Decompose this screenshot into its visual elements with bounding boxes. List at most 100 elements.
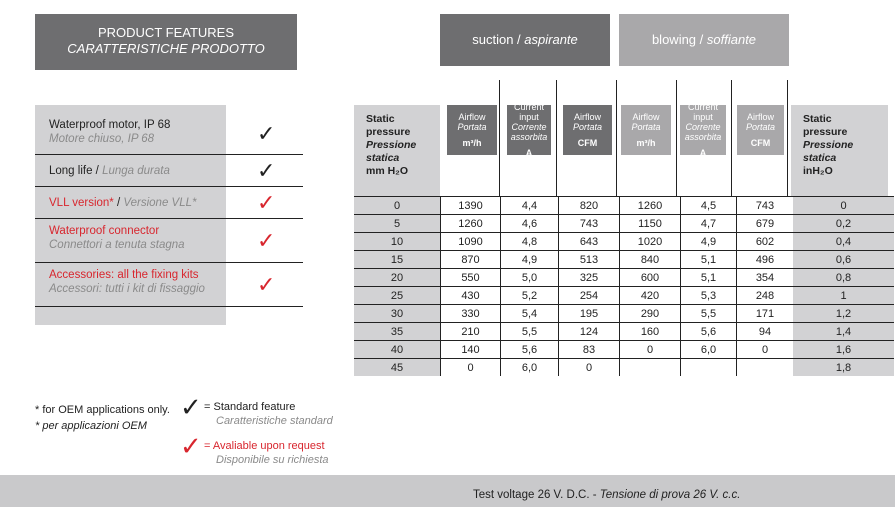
table-cell: 643 — [558, 232, 620, 251]
blowing-header: blowing / soffiante — [619, 14, 789, 66]
column-header-current: Current input Corrente assorbita A — [680, 102, 726, 158]
table-cell: 1,8 — [793, 358, 894, 376]
feature-item: Waterproof motor, IP 68 Motore chiuso, IP… — [35, 113, 303, 155]
table-cell: 5 — [354, 214, 441, 233]
table-cell: 160 — [619, 322, 681, 341]
table-cell: 550 — [440, 268, 501, 287]
footer: Test voltage 26 V. D.C. - Tensione di pr… — [0, 475, 895, 507]
table-row: 15 870 4,9 513 840 5,1 496 0,6 — [354, 250, 894, 269]
table-cell: 820 — [558, 196, 620, 215]
table-cell: 45 — [354, 358, 441, 376]
table-cell: 0 — [736, 340, 793, 359]
table-row: 5 1260 4,6 743 1150 4,7 679 0,2 — [354, 214, 894, 233]
table-cell: 1090 — [440, 232, 501, 251]
column-divider — [499, 80, 500, 197]
table-cell: 840 — [619, 250, 681, 269]
table-cell — [680, 358, 737, 376]
table-cell: 0 — [440, 358, 501, 376]
table-cell: 325 — [558, 268, 620, 287]
table-cell: 4,8 — [500, 232, 559, 251]
table-cell: 5,6 — [500, 340, 559, 359]
table-cell: 124 — [558, 322, 620, 341]
column-divider — [787, 80, 788, 197]
feature-item: VLL version* / Versione VLL* ✓ — [35, 187, 303, 219]
check-icon: ✓ — [257, 272, 276, 297]
table-cell: 6,0 — [500, 358, 559, 376]
table-cell: 4,6 — [500, 214, 559, 233]
table-row: 40 140 5,6 83 0 6,0 0 1,6 — [354, 340, 894, 359]
check-icon: ✓ — [257, 121, 276, 146]
table-cell: 25 — [354, 286, 441, 305]
table-cell: 254 — [558, 286, 620, 305]
table-cell: 600 — [619, 268, 681, 287]
table-cell: 1,6 — [793, 340, 894, 359]
column-header-airflow_m3h: Airflow Portata m³/h — [621, 105, 671, 155]
table-row: 35 210 5,5 124 160 5,6 94 1,4 — [354, 322, 894, 341]
table-cell: 420 — [619, 286, 681, 305]
column-divider — [556, 80, 557, 197]
table-cell: 1260 — [619, 196, 681, 215]
table-cell: 0 — [793, 196, 894, 215]
table-cell: 5,2 — [500, 286, 559, 305]
suction-header: suction / aspirante — [440, 14, 610, 66]
check-icon: ✓ — [257, 158, 276, 183]
table-row: 20 550 5,0 325 600 5,1 354 0,8 — [354, 268, 894, 287]
feature-item: Accessories: all the fixing kits Accessor… — [35, 263, 303, 307]
features-header: PRODUCT FEATURES CARATTERISTICHE PRODOTT… — [35, 14, 297, 70]
table-cell: 496 — [736, 250, 793, 269]
table-cell: 171 — [736, 304, 793, 323]
table-cell: 1150 — [619, 214, 681, 233]
features-title: PRODUCT FEATURES — [97, 25, 235, 40]
table-row: 25 430 5,2 254 420 5,3 248 1 — [354, 286, 894, 305]
table-cell: 0,6 — [793, 250, 894, 269]
table-cell: 83 — [558, 340, 620, 359]
table-cell: 1020 — [619, 232, 681, 251]
table-cell: 1,4 — [793, 322, 894, 341]
column-divider — [676, 80, 677, 197]
table-row: 30 330 5,4 195 290 5,5 171 1,2 — [354, 304, 894, 323]
table-cell: 94 — [736, 322, 793, 341]
table-cell: 743 — [558, 214, 620, 233]
table-cell: 5,3 — [680, 286, 737, 305]
performance-table: 0 1390 4,4 820 1260 4,5 743 0 5 1260 4,6 743 1150 4,7… — [354, 196, 894, 376]
oem-note: * for OEM applications only. * per appli… — [35, 404, 170, 432]
table-cell: 0,2 — [793, 214, 894, 233]
table-cell: 6,0 — [680, 340, 737, 359]
table-cell: 5,0 — [500, 268, 559, 287]
table-cell: 5,5 — [500, 322, 559, 341]
table-cell: 4,9 — [500, 250, 559, 269]
table-cell: 1390 — [440, 196, 501, 215]
table-row: 0 1390 4,4 820 1260 4,5 743 0 — [354, 196, 894, 215]
table-cell: 0,4 — [793, 232, 894, 251]
column-header-airflow_m3h: Airflow Portata m³/h — [447, 105, 497, 155]
table-cell: 1 — [793, 286, 894, 305]
table-cell: 290 — [619, 304, 681, 323]
column-header-airflow_cfm: Airflow Portata CFM — [737, 105, 784, 155]
table-cell: 1260 — [440, 214, 501, 233]
table-row: 10 1090 4,8 643 1020 4,9 602 0,4 — [354, 232, 894, 251]
table-cell: 0 — [619, 340, 681, 359]
table-cell: 4,5 — [680, 196, 737, 215]
table-cell: 5,5 — [680, 304, 737, 323]
table-cell: 0,8 — [793, 268, 894, 287]
table-cell: 330 — [440, 304, 501, 323]
feature-item: Long life / Lunga durata ✓ — [35, 155, 303, 187]
table-cell: 1,2 — [793, 304, 894, 323]
column-divider — [731, 80, 732, 197]
table-cell: 513 — [558, 250, 620, 269]
column-header-current: Current input Corrente assorbita A — [507, 102, 551, 158]
table-cell: 5,6 — [680, 322, 737, 341]
table-cell — [619, 358, 681, 376]
features-panel — [35, 105, 226, 325]
table-cell: 195 — [558, 304, 620, 323]
features-subtitle: CARATTERISTICHE PRODOTTO — [67, 41, 265, 56]
check-icon: ✓ — [180, 392, 202, 422]
check-icon: ✓ — [257, 228, 276, 253]
table-cell: 743 — [736, 196, 793, 215]
table-cell: 4,9 — [680, 232, 737, 251]
table-cell: 35 — [354, 322, 441, 341]
legend-standard: ✓ = Standard feature Caratteristiche sta… — [180, 392, 333, 427]
table-cell: 602 — [736, 232, 793, 251]
check-icon-red: ✓ — [180, 431, 202, 461]
table-cell: 248 — [736, 286, 793, 305]
